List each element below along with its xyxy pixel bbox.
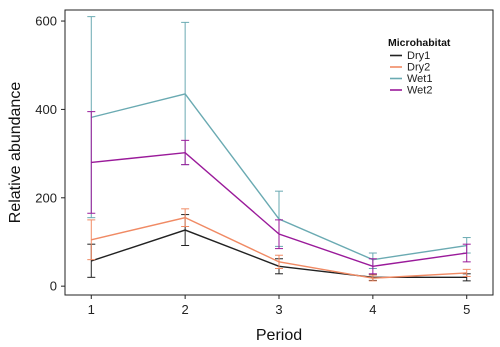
y-tick-label: 600 xyxy=(35,14,57,29)
y-tick-label: 0 xyxy=(50,279,57,294)
legend-label: Dry2 xyxy=(407,62,430,74)
legend-label: Dry1 xyxy=(407,50,430,62)
x-tick-label: 1 xyxy=(88,302,95,317)
y-tick-label: 400 xyxy=(35,102,57,117)
x-tick-label: 4 xyxy=(369,302,376,317)
series-line xyxy=(91,151,467,267)
legend-item: Wet2 xyxy=(390,85,432,97)
y-axis-ticks: 0 200 400 600 xyxy=(35,14,65,294)
x-axis-ticks: 1 2 3 4 5 xyxy=(88,295,470,317)
series-line xyxy=(91,216,467,279)
series-line xyxy=(91,93,467,261)
series-wet2 xyxy=(87,111,471,275)
series-dry2 xyxy=(87,208,471,282)
y-axis-label: Relative abundance xyxy=(7,82,24,224)
legend-item: Dry2 xyxy=(390,62,430,74)
legend-label: Wet2 xyxy=(407,85,432,97)
x-axis-label: Period xyxy=(256,327,302,344)
y-tick-label: 200 xyxy=(35,190,57,205)
x-tick-label: 5 xyxy=(463,302,470,317)
x-tick-label: 3 xyxy=(275,302,282,317)
legend-label: Wet1 xyxy=(407,73,432,85)
x-tick-label: 2 xyxy=(182,302,189,317)
legend-item: Wet1 xyxy=(390,73,432,85)
legend-title: Microhabitat xyxy=(388,37,451,49)
legend-item: Dry1 xyxy=(390,50,430,62)
series-layer xyxy=(87,16,471,282)
